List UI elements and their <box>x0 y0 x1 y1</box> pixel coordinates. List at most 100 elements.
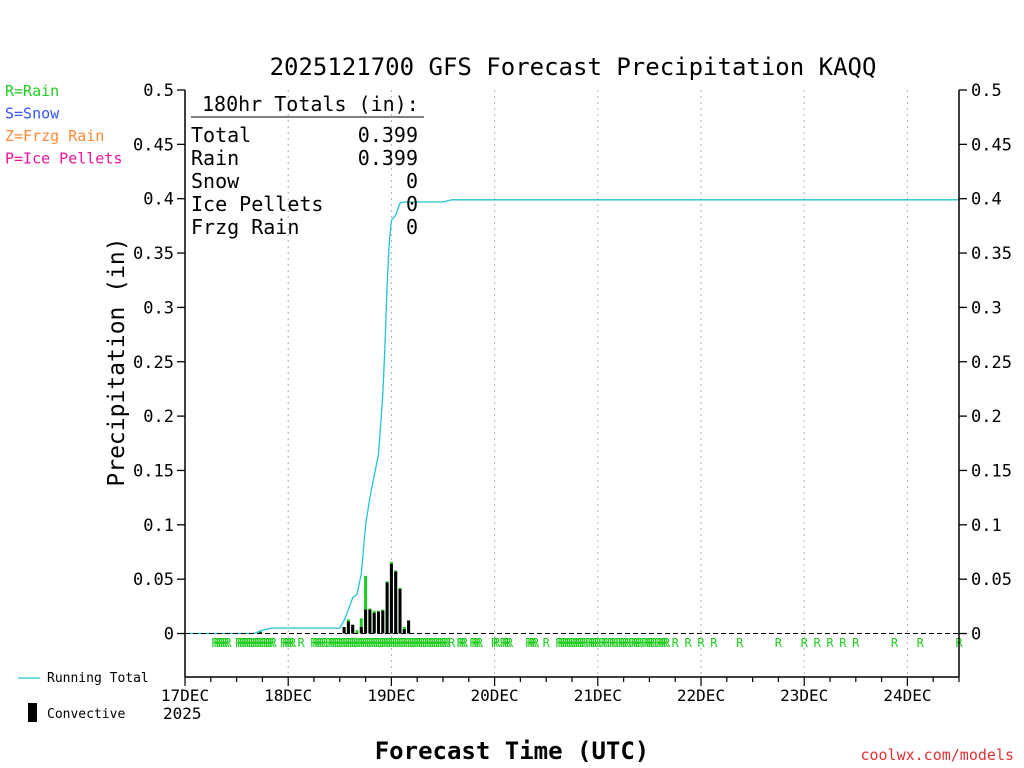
rain-marker: R <box>581 636 589 650</box>
rain-marker: R <box>637 636 645 650</box>
y-tick-label-left: 0.05 <box>133 570 174 590</box>
series-legend: Running Total Convective <box>18 671 149 722</box>
rain-marker: R <box>472 636 480 650</box>
convective-bar <box>402 629 406 634</box>
rain-marker: R <box>616 636 624 650</box>
gridlines <box>287 90 908 677</box>
rain-marker: R <box>476 636 484 650</box>
rain-marker: R <box>366 636 374 650</box>
rain-marker: R <box>555 636 563 650</box>
totals-snow-label: Snow <box>191 169 240 193</box>
rain-marker: R <box>285 636 293 650</box>
y-tick-label-right: 0.2 <box>971 407 1002 427</box>
rain-marker: R <box>254 636 262 650</box>
x-tick-label: 22DEC <box>677 686 725 705</box>
totals-snow-value: 0 <box>406 169 418 193</box>
rain-marker: R <box>891 636 899 650</box>
rain-marker: R <box>418 636 426 650</box>
rain-marker: R <box>588 636 596 650</box>
rain-marker: R <box>297 636 305 650</box>
rain-marker: R <box>222 636 230 650</box>
rain-marker: R <box>287 636 295 650</box>
y-axis-title: Precipitation (in) <box>104 237 130 486</box>
totals-rain-label: Rain <box>191 146 239 170</box>
y-tick-label-right: 0.25 <box>971 353 1012 373</box>
rain-marker: R <box>500 636 508 650</box>
rain-marker: R <box>368 636 376 650</box>
totals-frzg-rain-label: Frzg Rain <box>191 215 299 239</box>
precip-bars <box>258 561 411 634</box>
rain-marker: R <box>313 636 321 650</box>
rain-marker: R <box>648 636 656 650</box>
rain-marker: R <box>373 636 381 650</box>
rain-marker: R <box>448 636 456 650</box>
convective-bar <box>407 620 411 634</box>
rain-marker: R <box>575 636 583 650</box>
convective-bar <box>258 632 262 634</box>
totals-total-value: 0.399 <box>358 123 418 147</box>
y-tick-label-right: 0.45 <box>971 135 1012 155</box>
y-tick-label-left: 0.1 <box>143 516 174 536</box>
rain-marker: R <box>267 636 275 650</box>
rain-marker: R <box>381 636 389 650</box>
rain-marker: R <box>396 636 404 650</box>
rain-marker: R <box>328 636 336 650</box>
rain-marker: R <box>375 636 383 650</box>
rain-marker: R <box>325 636 333 650</box>
y-tick-label-left: 0.25 <box>133 353 174 373</box>
rain-marker: R <box>594 636 602 650</box>
totals-rain-value: 0.399 <box>358 146 418 170</box>
totals-total-label: Total <box>191 123 251 147</box>
rain-marker: R <box>371 636 379 650</box>
rain-marker: R <box>353 636 361 650</box>
rain-marker: R <box>351 636 359 650</box>
rain-marker: R <box>399 636 407 650</box>
rain-marker: R <box>579 636 587 650</box>
rain-marker: R <box>336 636 344 650</box>
rain-marker: R <box>315 636 323 650</box>
rain-marker: R <box>917 636 925 650</box>
y-tick-label-left: 0.45 <box>133 135 174 155</box>
rain-marker: R <box>433 636 441 650</box>
rain-marker: R <box>611 636 619 650</box>
rain-marker: R <box>242 636 250 650</box>
rain-marker: R <box>502 636 510 650</box>
rain-marker: R <box>568 636 576 650</box>
rain-marker: R <box>590 636 598 650</box>
rain-marker: R <box>416 636 424 650</box>
convective-bar <box>385 582 389 634</box>
totals-frzg-rain-value: 0 <box>406 215 418 239</box>
y-tick-label-right: 0.3 <box>971 298 1002 318</box>
y-tick-label-left: 0 <box>164 625 174 645</box>
y-tick-label-left: 0.15 <box>133 461 174 481</box>
rain-marker: R <box>356 636 364 650</box>
rain-marker: R <box>422 636 430 650</box>
rain-marker: R <box>564 636 572 650</box>
rain-marker: R <box>343 636 351 650</box>
rain-marker: R <box>543 636 551 650</box>
rain-marker: R <box>282 636 290 650</box>
rain-marker: R <box>426 636 434 650</box>
rain-marker: R <box>530 636 538 650</box>
x-tick-label: 17DEC <box>161 686 209 705</box>
total-precip-bar <box>364 575 368 634</box>
rain-marker: R <box>624 636 632 650</box>
rain-marker: R <box>265 636 273 650</box>
y-tick-label-right: 0.15 <box>971 461 1012 481</box>
rain-marker: R <box>310 636 318 650</box>
rain-marker: R <box>407 636 415 650</box>
y-tick-label-left: 0.3 <box>143 298 174 318</box>
rain-marker: R <box>263 636 271 650</box>
rain-marker: R <box>289 636 297 650</box>
rain-marker: R <box>650 636 658 650</box>
rain-marker: R <box>383 636 391 650</box>
y-tick-label-left: 0.4 <box>143 190 174 210</box>
rain-marker: R <box>386 636 394 650</box>
rain-marker: R <box>459 636 467 650</box>
rain-marker: R <box>697 636 705 650</box>
totals-ice-pellets-label: Ice Pellets <box>191 192 323 216</box>
rain-marker: R <box>364 636 372 650</box>
convective-bar <box>398 588 402 634</box>
